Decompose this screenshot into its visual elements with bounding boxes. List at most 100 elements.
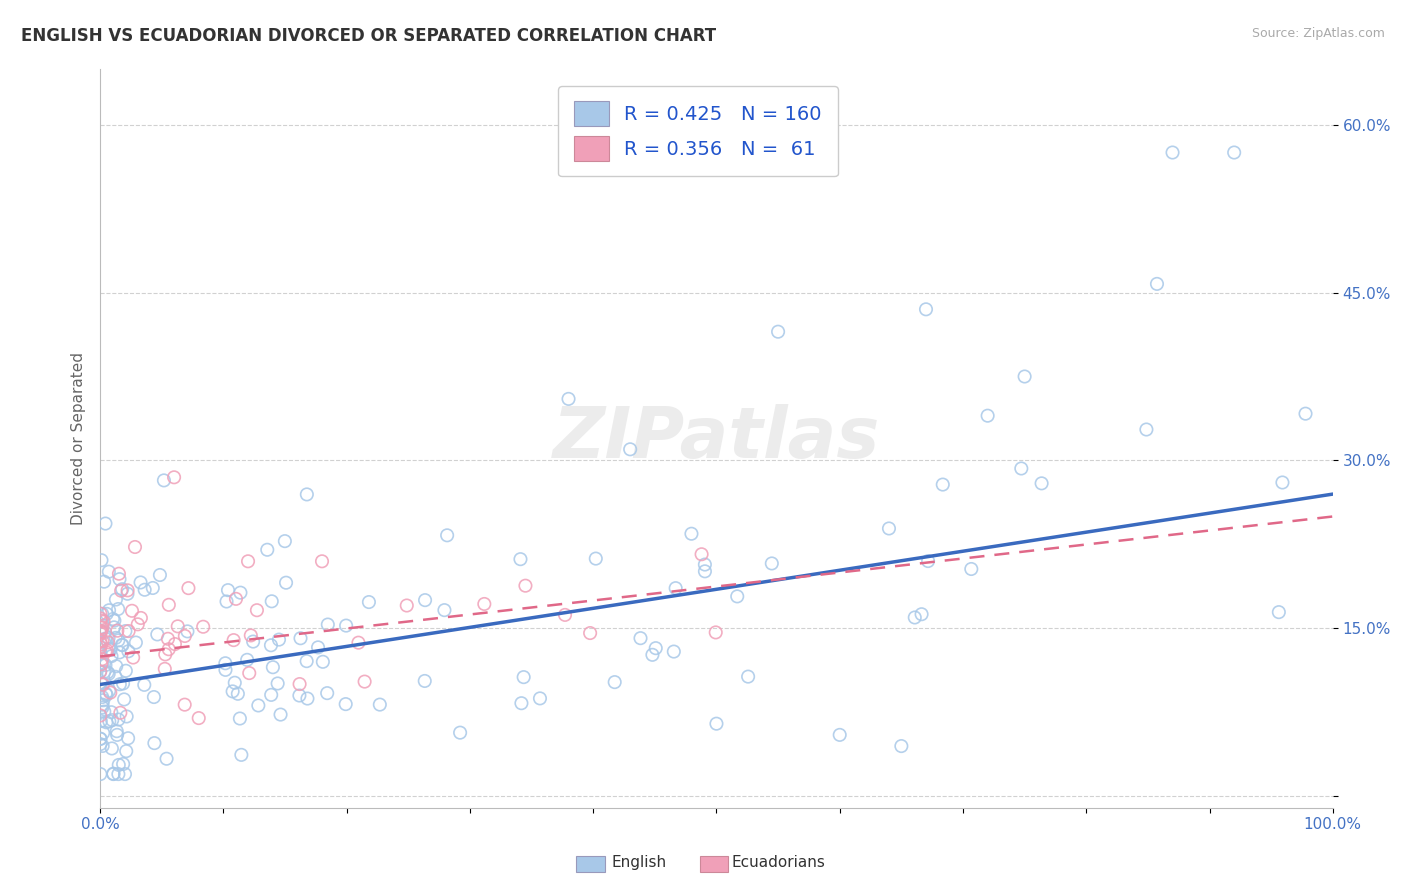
Point (222, 633, 245, 648)
Point (335, 618, 357, 632)
Point (91, 634, 114, 648)
Point (90, 611, 112, 625)
Point (357, 595, 380, 609)
Point (146, 627, 169, 641)
Point (917, 554, 939, 568)
Point (236, 554, 259, 568)
Point (585, 551, 607, 566)
Point (368, 698, 391, 712)
Point (90, 714, 112, 728)
Point (91, 652, 114, 666)
Point (94, 516, 117, 531)
Point (108, 572, 131, 586)
Point (89, 665, 111, 679)
Point (353, 674, 375, 689)
Point (89, 708, 111, 723)
Point (225, 591, 247, 606)
Point (316, 617, 339, 632)
Point (1135, 423, 1157, 437)
Point (706, 716, 728, 731)
Point (117, 644, 139, 658)
Point (89, 624, 111, 639)
Point (335, 697, 357, 711)
Point (142, 690, 165, 704)
Point (266, 676, 288, 690)
Point (93, 574, 115, 589)
Point (107, 602, 129, 616)
Point (910, 607, 932, 622)
Point (316, 686, 339, 700)
Point (877, 521, 900, 535)
Point (510, 696, 533, 710)
Point (117, 731, 139, 746)
Point (91, 726, 114, 740)
Point (153, 474, 176, 488)
Point (693, 558, 716, 572)
Point (433, 603, 456, 617)
Point (103, 767, 125, 781)
Point (97, 665, 120, 680)
Point (472, 597, 495, 611)
Point (603, 675, 626, 690)
Point (247, 698, 270, 713)
Point (98, 684, 121, 698)
Point (91, 678, 114, 692)
Point (239, 628, 262, 642)
Point (224, 675, 246, 690)
Point (644, 641, 666, 656)
Point (238, 666, 260, 681)
Point (307, 640, 329, 655)
Point (155, 648, 177, 662)
Point (693, 564, 716, 578)
Point (93, 665, 115, 679)
Point (96, 607, 118, 621)
Point (149, 568, 172, 582)
Point (256, 542, 278, 557)
Point (89, 767, 111, 781)
Point (1268, 605, 1291, 619)
Point (260, 688, 283, 702)
Point (100, 649, 122, 664)
Text: English: English (612, 855, 666, 870)
Point (173, 629, 195, 643)
Point (89, 626, 111, 640)
Point (98, 603, 121, 617)
Point (129, 611, 152, 625)
Point (107, 633, 129, 648)
Point (557, 392, 579, 406)
Point (101, 612, 124, 626)
Point (96, 715, 118, 730)
Point (176, 624, 198, 639)
Point (134, 582, 156, 597)
Point (114, 664, 136, 678)
Point (93, 705, 115, 719)
Point (214, 657, 236, 671)
Point (111, 582, 134, 597)
Point (413, 593, 436, 607)
Point (97, 666, 120, 681)
Point (155, 752, 177, 766)
Point (436, 528, 458, 542)
Point (124, 540, 146, 554)
Point (134, 678, 156, 692)
Point (94, 625, 117, 640)
Point (512, 670, 534, 684)
Legend: R = 0.425   N = 160, R = 0.356   N =  61: R = 0.425 N = 160, R = 0.356 N = 61 (558, 86, 838, 177)
Point (107, 767, 129, 781)
Point (94, 686, 117, 700)
Point (737, 670, 759, 684)
Point (108, 566, 131, 581)
Point (100, 705, 122, 719)
Point (91, 607, 114, 621)
Point (91, 700, 114, 714)
Point (107, 713, 129, 727)
Point (267, 632, 290, 647)
Point (105, 624, 128, 638)
Point (89, 665, 111, 679)
Point (221, 684, 243, 698)
Point (90, 621, 112, 635)
Point (112, 757, 135, 772)
Point (665, 581, 688, 595)
Point (274, 575, 297, 590)
Point (449, 725, 471, 739)
